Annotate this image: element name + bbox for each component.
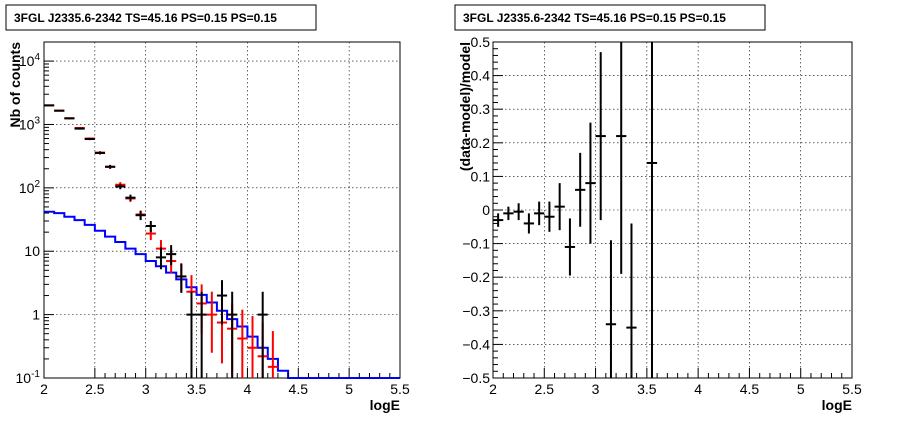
residual-point <box>575 152 586 227</box>
counts-x-tick-label: 5 <box>345 381 353 397</box>
counts-x-tick-label: 4.5 <box>289 381 309 397</box>
residuals-title: 3FGL J2335.6-2342 TS=45.16 PS=0.15 PS=0.… <box>463 11 726 25</box>
data-point <box>166 245 177 266</box>
data-point <box>145 220 156 233</box>
data-point <box>94 151 106 155</box>
data-point <box>84 137 95 141</box>
data-point <box>125 194 136 202</box>
data-point <box>74 127 85 130</box>
residuals-panel: 2 2.5 3 3.5 4 4.5 5 5.5 −0.5 −0.4 −0.3 −0.2 −0.1 0 0.1… <box>454 4 862 413</box>
counts-x-tick-label: 3.5 <box>187 381 207 397</box>
residual-point <box>595 52 606 221</box>
residuals-grid <box>493 42 852 378</box>
counts-y-tick-label: 1 <box>32 307 40 323</box>
model-point <box>247 316 258 378</box>
residuals-y-tick-label: −0.2 <box>462 269 490 285</box>
counts-y-tick-label: 102 <box>19 179 41 196</box>
data-point <box>216 280 228 325</box>
counts-y-tick-exponent: -1 <box>31 369 40 380</box>
residuals-x-tick-label: 4.5 <box>740 381 760 397</box>
model-point <box>267 331 278 378</box>
residual-point <box>534 201 545 226</box>
counts-title-box <box>5 4 317 31</box>
counts-title: 3FGL J2335.6-2342 TS=45.16 PS=0.15 PS=0.… <box>14 11 277 25</box>
model-point <box>237 309 248 378</box>
residuals-x-axis-label: logE <box>822 397 852 413</box>
counts-x-tick-label: 3 <box>142 381 150 397</box>
counts-y-tick-exponent: 4 <box>34 52 40 63</box>
residuals-x-tick-label: 5.5 <box>842 381 862 397</box>
data-point <box>135 211 146 221</box>
residuals-y-tick-label: 0.5 <box>471 34 491 50</box>
residuals-y-tick-label: 0.4 <box>471 68 491 84</box>
residual-point <box>605 240 617 378</box>
residuals-y-tick-label: −0.4 <box>462 336 490 352</box>
residual-point <box>554 183 565 231</box>
residuals-ticks: 2 2.5 3 3.5 4 4.5 5 5.5 −0.5 −0.4 −0.3 −0.2 −0.1 0 0.1… <box>462 34 862 397</box>
residual-point <box>513 203 524 221</box>
residuals-y-tick-label: 0.2 <box>471 135 491 151</box>
residual-point <box>493 213 504 227</box>
data-point <box>196 291 207 378</box>
counts-x-tick-label: 2 <box>40 381 48 397</box>
residual-point <box>585 122 596 244</box>
counts-grid <box>44 42 400 378</box>
counts-y-tick-label: 10-1 <box>16 369 41 386</box>
data-point <box>64 117 75 120</box>
residuals-x-tick-label: 2.5 <box>535 381 555 397</box>
data-point <box>186 291 197 378</box>
residuals-x-tick-label: 5 <box>797 381 805 397</box>
residuals-marks <box>493 42 658 378</box>
data-point <box>54 109 65 112</box>
data-point <box>155 247 167 270</box>
counts-y-tick-exponent: 3 <box>34 115 40 126</box>
counts-y-axis-label: Nb of counts <box>7 42 23 128</box>
residuals-x-tick-label: 3 <box>592 381 600 397</box>
residuals-x-tick-label: 3.5 <box>637 381 657 397</box>
data-point <box>257 291 268 378</box>
data-point <box>227 291 238 378</box>
residuals-x-tick-label: 4 <box>694 381 702 397</box>
residual-point <box>646 42 658 378</box>
residuals-y-axis-label: (data-model)/model <box>457 42 473 171</box>
residuals-y-tick-label: 0 <box>482 202 490 218</box>
counts-y-tick-exponent: 2 <box>34 179 40 190</box>
residuals-y-tick-label: 0.1 <box>471 168 491 184</box>
counts-x-tick-label: 5.5 <box>390 381 410 397</box>
residual-point <box>544 201 555 232</box>
residual-point <box>523 213 535 234</box>
residuals-y-tick-label: −0.1 <box>462 236 490 252</box>
residuals-y-tick-label: 0.3 <box>471 101 491 117</box>
counts-y-tick-label: 10 <box>24 243 40 259</box>
counts-x-axis-label: logE <box>370 397 400 413</box>
data-point <box>115 184 126 190</box>
residual-point <box>626 223 637 378</box>
data-point <box>105 164 116 169</box>
residuals-y-tick-label: −0.3 <box>462 303 490 319</box>
residuals-y-tick-label: −0.5 <box>462 370 490 386</box>
residuals-title-box <box>454 4 766 31</box>
residual-point <box>616 42 627 274</box>
model-point <box>206 291 217 353</box>
counts-plot-frame <box>43 41 401 379</box>
residuals-x-tick-label: 2 <box>489 381 497 397</box>
residual-point <box>503 206 514 221</box>
data-point <box>176 263 187 293</box>
counts-marks <box>44 104 400 379</box>
counts-x-tick-label: 4 <box>244 381 252 397</box>
counts-x-tick-label: 2.5 <box>85 381 105 397</box>
residual-point <box>564 218 576 276</box>
